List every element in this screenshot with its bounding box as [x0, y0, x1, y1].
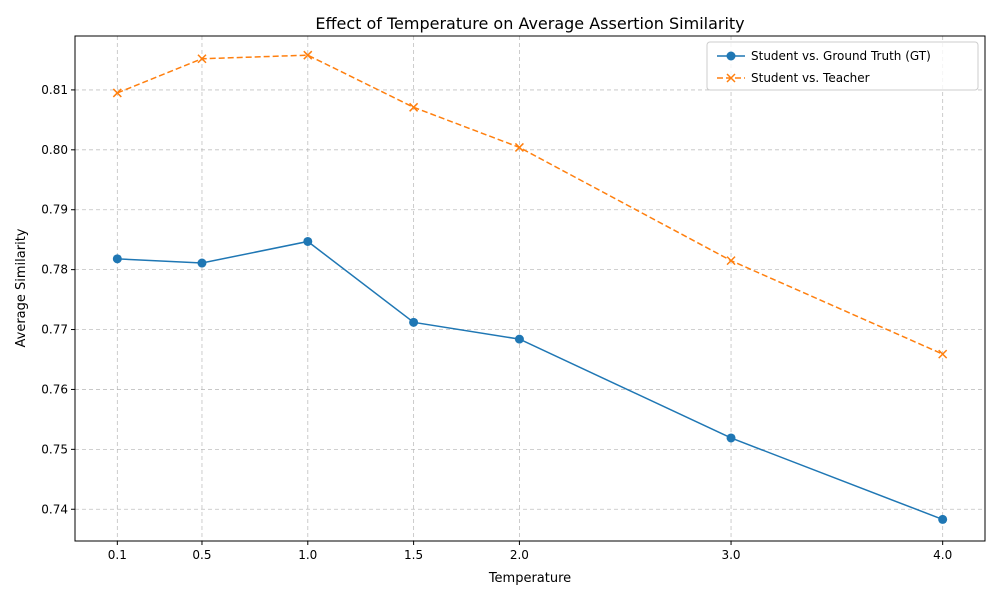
x-axis: 0.1 0.5 1.0 1.5 2.0 3.0 4.0	[108, 541, 952, 562]
plot-frame	[74, 35, 986, 542]
legend-label-gt: Student vs. Ground Truth (GT)	[751, 49, 931, 63]
data-point	[938, 349, 948, 359]
data-point	[197, 54, 207, 64]
x-tick-label: 1.0	[298, 548, 317, 562]
y-tick-label: 0.80	[41, 143, 68, 157]
data-point	[514, 142, 524, 152]
y-tick-label: 0.79	[41, 203, 68, 217]
chart-title: Effect of Temperature on Average Asserti…	[315, 14, 744, 33]
x-tick-label: 4.0	[933, 548, 952, 562]
legend-marker-gt	[726, 51, 736, 61]
data-point	[303, 236, 313, 246]
x-tick-label: 0.1	[108, 548, 127, 562]
data-point	[303, 50, 313, 60]
legend-box	[706, 41, 979, 91]
data-point	[112, 254, 122, 264]
data-point	[514, 334, 524, 344]
legend: Student vs. Ground Truth (GT) Student vs…	[706, 41, 979, 91]
legend-label-teacher: Student vs. Teacher	[751, 71, 870, 85]
y-tick-label: 0.78	[41, 263, 68, 277]
data-point	[726, 256, 736, 266]
y-axis-title: Average Similarity	[14, 228, 29, 347]
y-tick-label: 0.81	[41, 83, 68, 97]
legend-marker-teacher	[726, 73, 736, 83]
data-point	[409, 102, 419, 112]
data-point	[938, 514, 948, 524]
data-point	[197, 258, 207, 268]
x-tick-label: 2.0	[510, 548, 529, 562]
data-point	[112, 88, 122, 98]
x-axis-title: Temperature	[488, 571, 571, 586]
data-point	[726, 433, 736, 443]
y-tick-label: 0.77	[41, 323, 68, 337]
x-tick-label: 1.5	[404, 548, 423, 562]
data-point	[409, 317, 419, 327]
y-tick-label: 0.76	[41, 382, 68, 396]
grid-lines	[75, 36, 985, 541]
y-tick-label: 0.75	[41, 442, 68, 456]
x-tick-label: 0.5	[192, 548, 211, 562]
series-lines	[112, 50, 948, 524]
y-tick-label: 0.74	[41, 502, 68, 516]
x-tick-label: 3.0	[721, 548, 740, 562]
y-axis: 0.74 0.75 0.76 0.77 0.78 0.79 0.80 0.81	[41, 83, 75, 516]
